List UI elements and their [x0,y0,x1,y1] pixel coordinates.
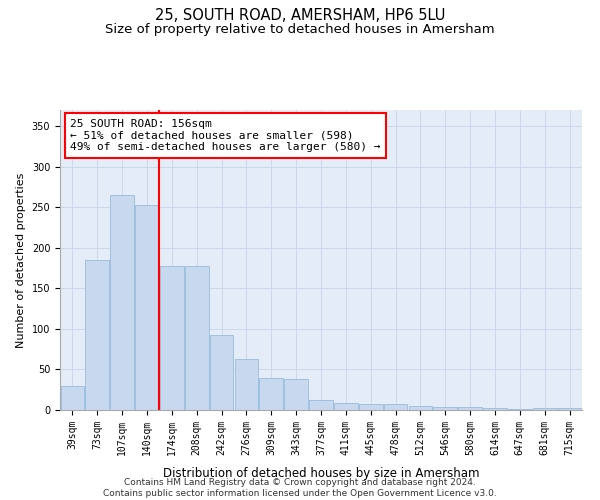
Bar [85,260,109,410]
Bar [259,378,283,410]
Bar [558,408,581,410]
Bar [135,205,159,410]
Bar [483,408,507,410]
Bar [110,195,134,410]
Text: 25 SOUTH ROAD: 156sqm
← 51% of detached houses are smaller (598)
49% of semi-det: 25 SOUTH ROAD: 156sqm ← 51% of detached … [70,119,381,152]
Bar [533,408,557,410]
Bar [433,407,457,410]
Bar [458,407,482,410]
Bar [185,266,209,410]
Text: Size of property relative to detached houses in Amersham: Size of property relative to detached ho… [105,22,495,36]
Bar [384,404,407,410]
Bar [210,334,233,410]
Text: 25, SOUTH ROAD, AMERSHAM, HP6 5LU: 25, SOUTH ROAD, AMERSHAM, HP6 5LU [155,8,445,22]
Text: Contains HM Land Registry data © Crown copyright and database right 2024.
Contai: Contains HM Land Registry data © Crown c… [103,478,497,498]
Bar [160,266,184,410]
Bar [334,402,358,410]
Bar [409,406,432,410]
Bar [508,409,532,410]
Bar [61,386,84,410]
Text: Distribution of detached houses by size in Amersham: Distribution of detached houses by size … [163,467,479,480]
Y-axis label: Number of detached properties: Number of detached properties [16,172,26,348]
Bar [235,359,258,410]
Bar [359,404,383,410]
Bar [284,379,308,410]
Bar [309,400,333,410]
